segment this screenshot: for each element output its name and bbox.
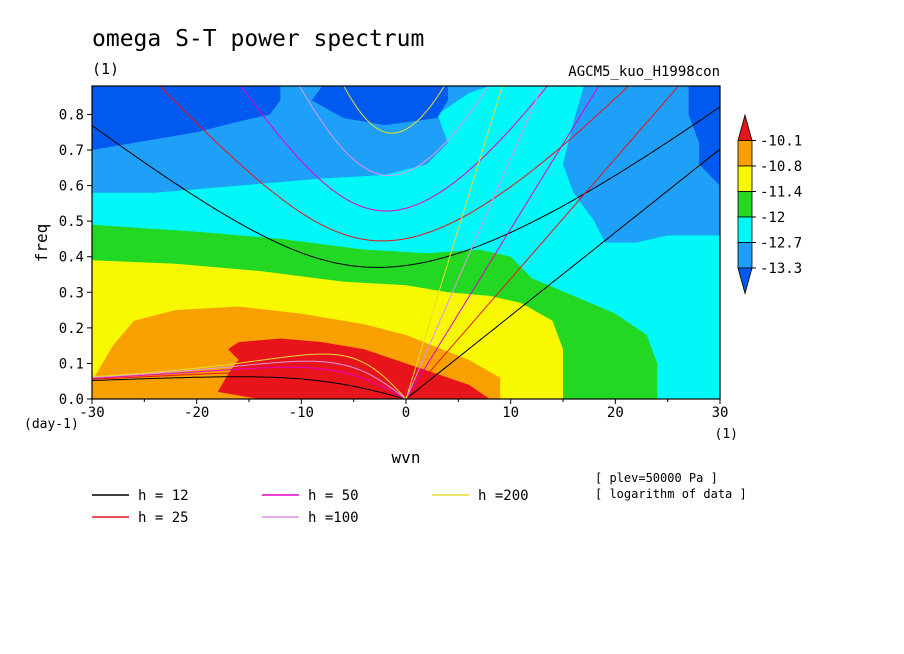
x-axis: -30 -20 -10 0 10 20 30 <box>79 399 728 421</box>
x-axis-label: wvn <box>392 448 421 467</box>
y-tick-label: 0.0 <box>59 392 84 408</box>
y-tick-label: 0.6 <box>59 179 84 195</box>
chart-subtitle: (1) <box>92 60 119 78</box>
colorbar: -10.1 -10.8 -11.4 -12 -12.7 -13.3 <box>737 113 802 296</box>
curve-ig-h100 <box>298 86 490 176</box>
y-unit-label: (day-1) <box>24 417 79 432</box>
colorbar-label: -11.4 <box>760 185 802 201</box>
colorbar-label: -10.1 <box>760 134 802 150</box>
colorbar-top-triangle <box>737 113 753 141</box>
legend: h = 12 h = 25 h = 50 h =100 h =200 <box>92 488 529 526</box>
region-red <box>217 338 490 399</box>
colorbar-label: -10.8 <box>760 159 802 175</box>
curve-rossby-h200 <box>92 353 407 399</box>
region-deepblue-right <box>688 86 720 186</box>
curve-kelvin-h12 <box>405 148 720 399</box>
x-tick-label: 30 <box>712 405 729 421</box>
curve-rossby-h25 <box>92 371 407 399</box>
y-tick-label: 0.1 <box>59 356 84 372</box>
colorbar-segment <box>737 242 753 269</box>
colorbar-segment <box>737 140 753 167</box>
run-label: AGCM5_kuo_H1998con <box>568 64 720 80</box>
y-tick-label: 0.8 <box>59 107 84 123</box>
y-tick-label: 0.2 <box>59 321 84 337</box>
x-tick-label: -30 <box>79 405 104 421</box>
legend-label: h = 50 <box>308 488 359 504</box>
y-tick-label: 0.3 <box>59 285 84 301</box>
plot-area <box>92 86 720 399</box>
x-tick-label: 0 <box>402 405 410 421</box>
curve-rossby-h100 <box>92 360 407 399</box>
x-tick-label: -20 <box>184 405 209 421</box>
region-deepblue-upper-left <box>92 86 281 150</box>
region-deepblue-top <box>311 86 448 126</box>
note-log: [ logarithm of data ] <box>595 487 747 501</box>
colorbar-bottom-triangle <box>737 267 753 296</box>
x-tick-label: 10 <box>502 405 519 421</box>
x-tick-label: 20 <box>607 405 624 421</box>
curve-ig-h50 <box>240 86 548 212</box>
y-tick-label: 0.5 <box>59 214 84 230</box>
curve-rossby-h50 <box>92 366 407 399</box>
x-unit-label: (1) <box>715 427 738 442</box>
region-blue-right <box>563 86 720 243</box>
y-tick-label: 0.4 <box>59 250 84 266</box>
colorbar-label: -13.3 <box>760 261 802 277</box>
chart-title: omega S-T power spectrum <box>92 26 424 52</box>
curve-ig-h12 <box>92 106 720 268</box>
curve-kelvin-h100 <box>405 86 543 399</box>
note-plev: [ plev=50000 Pa ] <box>595 471 718 485</box>
legend-label: h =100 <box>308 510 359 526</box>
colorbar-label: -12 <box>760 210 785 226</box>
x-tick-label: -10 <box>289 405 314 421</box>
y-axis-label: freq <box>32 224 51 263</box>
curve-kelvin-h200 <box>405 86 503 399</box>
y-tick-label: 0.7 <box>59 143 84 159</box>
legend-label: h =200 <box>478 488 529 504</box>
curve-kelvin-h50 <box>405 86 600 399</box>
colorbar-label: -12.7 <box>760 236 802 252</box>
curve-kelvin-h25 <box>405 86 680 399</box>
curve-ig-h200 <box>343 86 445 134</box>
curve-ig-h25 <box>159 86 630 242</box>
colorbar-segment <box>737 191 753 218</box>
colorbar-segment <box>737 165 753 192</box>
legend-label: h = 25 <box>138 510 189 526</box>
colorbar-segment <box>737 216 753 243</box>
legend-label: h = 12 <box>138 488 189 504</box>
y-axis: 0.0 0.1 0.2 0.3 0.4 0.5 0.6 0.7 0.8 <box>59 107 92 408</box>
curve-rossby-h12 <box>92 376 407 399</box>
